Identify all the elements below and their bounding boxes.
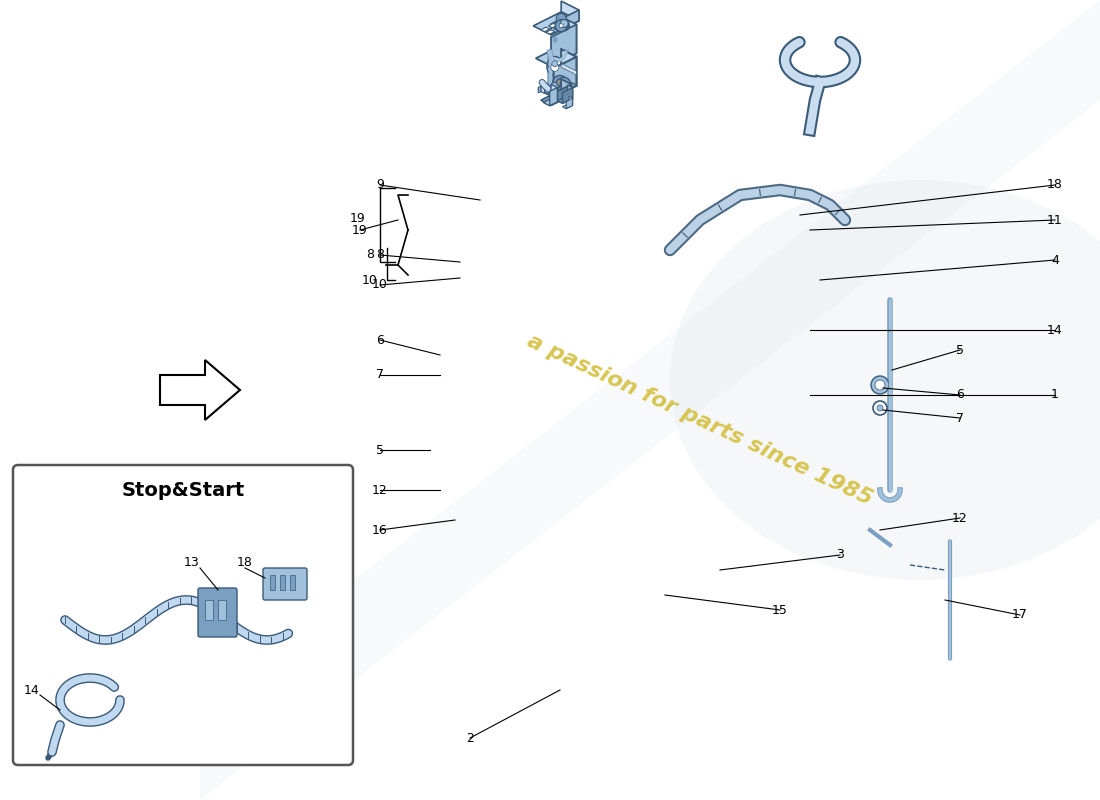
Circle shape: [873, 401, 887, 415]
Circle shape: [557, 14, 566, 23]
Polygon shape: [562, 87, 573, 103]
Polygon shape: [551, 25, 576, 66]
Text: 14: 14: [24, 683, 40, 697]
Circle shape: [556, 20, 568, 32]
Polygon shape: [561, 49, 576, 86]
Text: 12: 12: [953, 511, 968, 525]
Text: 10: 10: [362, 274, 378, 286]
Text: 6: 6: [376, 334, 384, 346]
Circle shape: [557, 78, 571, 91]
Text: 10: 10: [372, 278, 388, 291]
Text: 7: 7: [956, 411, 964, 425]
Text: 16: 16: [372, 523, 388, 537]
Bar: [280, 575, 285, 590]
Polygon shape: [561, 79, 571, 95]
Text: 12: 12: [372, 483, 388, 497]
Text: 8: 8: [376, 249, 384, 262]
Circle shape: [551, 82, 559, 90]
Circle shape: [551, 63, 559, 71]
Text: 5: 5: [956, 343, 964, 357]
Polygon shape: [558, 96, 573, 103]
Circle shape: [552, 61, 558, 66]
Text: 19: 19: [350, 211, 366, 225]
Text: 11: 11: [1047, 214, 1063, 226]
Polygon shape: [571, 82, 576, 86]
Text: 3: 3: [836, 549, 844, 562]
Polygon shape: [536, 46, 576, 66]
Polygon shape: [541, 86, 544, 94]
Polygon shape: [543, 98, 558, 106]
Ellipse shape: [670, 180, 1100, 580]
Circle shape: [548, 87, 557, 95]
Text: 14: 14: [1047, 323, 1063, 337]
Polygon shape: [160, 360, 240, 420]
Polygon shape: [551, 10, 579, 35]
Text: 1: 1: [1052, 389, 1059, 402]
Bar: [205, 600, 213, 620]
Circle shape: [559, 24, 563, 28]
Polygon shape: [551, 84, 558, 102]
Polygon shape: [550, 87, 558, 106]
Circle shape: [548, 57, 562, 70]
Circle shape: [877, 405, 883, 411]
Text: 5: 5: [376, 443, 384, 457]
Text: 4: 4: [1052, 254, 1059, 266]
Polygon shape: [541, 27, 550, 32]
Polygon shape: [553, 57, 576, 97]
Polygon shape: [546, 30, 554, 34]
Text: 14: 14: [20, 729, 36, 742]
Text: 18: 18: [238, 557, 253, 570]
Text: a passion for parts since 1985: a passion for parts since 1985: [525, 331, 876, 509]
Circle shape: [874, 380, 886, 390]
Polygon shape: [551, 84, 571, 106]
Text: 18: 18: [1047, 178, 1063, 191]
Polygon shape: [561, 63, 576, 75]
Text: 15: 15: [772, 603, 788, 617]
Text: 2: 2: [466, 731, 474, 745]
Bar: [218, 600, 226, 620]
Polygon shape: [538, 86, 541, 93]
Polygon shape: [549, 23, 558, 28]
FancyBboxPatch shape: [198, 588, 236, 637]
Text: 7: 7: [376, 369, 384, 382]
Polygon shape: [562, 104, 573, 109]
Circle shape: [547, 59, 563, 75]
Text: 9: 9: [376, 178, 384, 191]
Polygon shape: [561, 1, 579, 21]
Text: 18: 18: [242, 557, 257, 570]
Polygon shape: [534, 12, 579, 35]
Polygon shape: [541, 90, 571, 106]
FancyBboxPatch shape: [13, 465, 353, 765]
Text: 13: 13: [184, 557, 200, 570]
Polygon shape: [553, 26, 562, 30]
FancyBboxPatch shape: [263, 568, 307, 600]
Bar: [270, 575, 275, 590]
Polygon shape: [538, 78, 576, 97]
Text: 6: 6: [956, 389, 964, 402]
Circle shape: [871, 376, 889, 394]
Circle shape: [557, 79, 563, 86]
Circle shape: [553, 75, 566, 90]
Polygon shape: [566, 98, 573, 109]
Circle shape: [558, 19, 570, 31]
Circle shape: [560, 81, 568, 88]
Polygon shape: [561, 17, 576, 54]
Circle shape: [559, 86, 566, 94]
Polygon shape: [200, 0, 1100, 800]
Circle shape: [560, 19, 569, 27]
Text: 8: 8: [366, 249, 374, 262]
Polygon shape: [568, 85, 573, 98]
Text: 19: 19: [352, 223, 367, 237]
Text: 17: 17: [1012, 609, 1027, 622]
Text: 13: 13: [177, 589, 192, 602]
Text: Stop&Start: Stop&Start: [121, 481, 244, 499]
Polygon shape: [569, 97, 573, 106]
Bar: [290, 575, 295, 590]
